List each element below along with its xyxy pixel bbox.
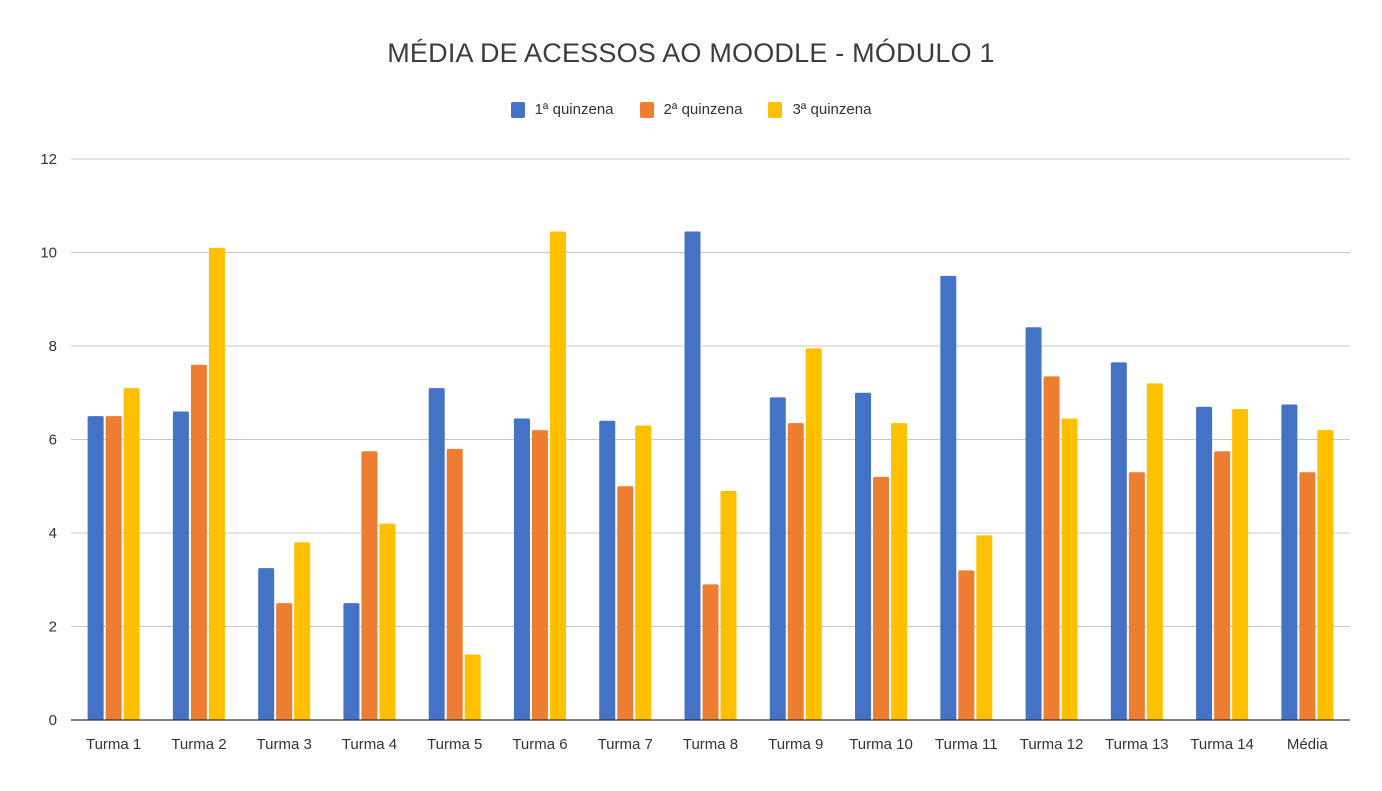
x-tick-label-10: Turma 10 xyxy=(849,736,913,753)
bar-14-series-1 xyxy=(1196,406,1213,720)
legend-swatch-1 xyxy=(510,101,525,118)
x-tick-label-11: Turma 11 xyxy=(935,736,998,753)
bar-12-series-1 xyxy=(1025,327,1042,720)
bar-14-series-2 xyxy=(1214,451,1231,720)
x-tick-label-1: Turma 1 xyxy=(86,736,141,753)
bar-2-series-2 xyxy=(190,364,207,720)
x-tick-label-6: Turma 6 xyxy=(512,736,567,753)
x-tick-label-14: Turma 14 xyxy=(1190,736,1254,753)
legend-swatch-2 xyxy=(639,101,654,118)
x-tick-label-4: Turma 4 xyxy=(342,736,397,753)
chart-title: MÉDIA DE ACESSOS AO MOODLE - MÓDULO 1 xyxy=(387,38,995,68)
bar-5-series-3 xyxy=(464,654,481,720)
legend: 1ª quinzena 2ª quinzena 3ª quinzena xyxy=(0,101,1382,118)
bar-10-series-1 xyxy=(855,392,872,720)
bar-10-series-3 xyxy=(891,423,908,720)
legend-label-2: 2ª quinzena xyxy=(663,101,743,118)
y-tick-label-2: 2 xyxy=(49,619,57,636)
bar-9-series-3 xyxy=(805,348,822,720)
bar-4-series-1 xyxy=(343,603,360,720)
x-tick-label-15: Média xyxy=(1287,736,1329,753)
bar-6-series-3 xyxy=(549,231,566,720)
bar-6-series-2 xyxy=(531,430,548,720)
legend-swatch-3 xyxy=(768,101,783,118)
bar-13-series-2 xyxy=(1128,472,1145,720)
bar-4-series-2 xyxy=(361,451,378,720)
bar-11-series-3 xyxy=(976,535,993,720)
x-tick-label-5: Turma 5 xyxy=(427,736,482,753)
bar-14-series-3 xyxy=(1232,409,1249,720)
bar-12-series-2 xyxy=(1043,376,1060,720)
bar-1-series-3 xyxy=(123,388,140,720)
bar-15-series-3 xyxy=(1317,430,1334,720)
bar-4-series-3 xyxy=(379,523,396,720)
bar-2-series-1 xyxy=(172,411,189,720)
x-tick-label-2: Turma 2 xyxy=(171,736,226,753)
x-tick-label-3: Turma 3 xyxy=(257,736,312,753)
x-tick-label-7: Turma 7 xyxy=(598,736,653,753)
x-tick-label-13: Turma 13 xyxy=(1105,736,1169,753)
x-tick-label-12: Turma 12 xyxy=(1020,736,1084,753)
y-tick-label-6: 6 xyxy=(49,432,57,449)
legend-item-1: 1ª quinzena xyxy=(510,101,614,118)
bar-5-series-2 xyxy=(446,448,463,720)
bar-8-series-3 xyxy=(720,490,737,720)
bar-3-series-1 xyxy=(258,568,275,720)
legend-label-3: 3ª quinzena xyxy=(792,101,872,118)
y-tick-label-4: 4 xyxy=(49,525,57,542)
bar-11-series-1 xyxy=(940,275,957,720)
bar-15-series-1 xyxy=(1281,404,1298,720)
bar-2-series-3 xyxy=(208,247,225,720)
y-tick-label-12: 12 xyxy=(40,151,57,168)
bar-9-series-2 xyxy=(787,423,804,720)
bar-7-series-1 xyxy=(599,420,616,720)
bar-9-series-1 xyxy=(769,397,786,720)
bar-3-series-3 xyxy=(294,542,311,720)
bar-13-series-3 xyxy=(1146,383,1163,720)
y-tick-label-8: 8 xyxy=(49,338,57,355)
bar-3-series-2 xyxy=(276,603,293,720)
bar-5-series-1 xyxy=(428,388,445,720)
y-tick-label-10: 10 xyxy=(40,245,57,262)
bar-6-series-1 xyxy=(513,418,530,720)
x-tick-label-9: Turma 9 xyxy=(768,736,823,753)
bar-7-series-2 xyxy=(617,486,634,720)
bar-1-series-2 xyxy=(105,416,122,720)
bar-13-series-1 xyxy=(1110,362,1127,720)
bar-11-series-2 xyxy=(958,570,975,720)
bar-8-series-1 xyxy=(684,231,701,720)
legend-item-2: 2ª quinzena xyxy=(639,101,743,118)
bar-12-series-3 xyxy=(1061,418,1078,720)
x-tick-label-8: Turma 8 xyxy=(683,736,738,753)
bar-1-series-1 xyxy=(87,416,104,720)
y-tick-label-0: 0 xyxy=(49,712,57,729)
bar-10-series-2 xyxy=(873,476,890,720)
bar-15-series-2 xyxy=(1299,472,1316,720)
legend-item-3: 3ª quinzena xyxy=(768,101,871,118)
legend-label-1: 1ª quinzena xyxy=(534,101,614,118)
bar-8-series-2 xyxy=(702,584,719,720)
bar-7-series-3 xyxy=(635,425,652,720)
